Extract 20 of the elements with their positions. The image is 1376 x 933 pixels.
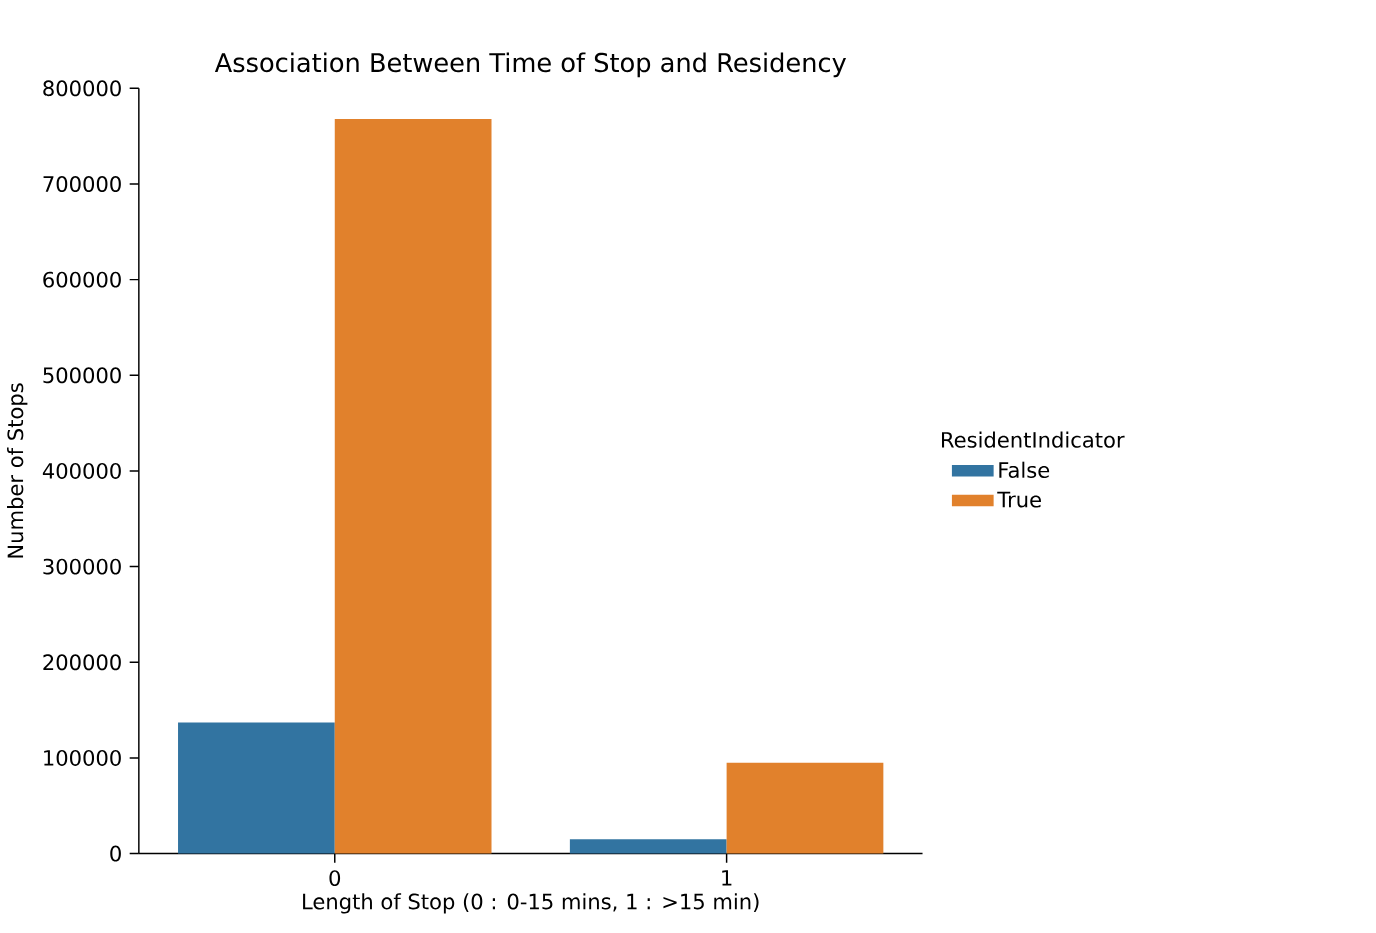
x-axis-title: Length of Stop (0 : 0-15 mins, 1 : >15 min) xyxy=(303,893,759,914)
legend-title: ResidentIndicator xyxy=(942,431,1125,448)
y-axis-title: Number of Stops xyxy=(7,383,28,558)
bar xyxy=(726,762,884,854)
y-tick-label: 100000 xyxy=(44,750,121,767)
legend-label: False xyxy=(999,461,1050,479)
y-tick-label: 500000 xyxy=(43,367,121,384)
y-tick-label: 0 xyxy=(110,845,121,862)
y-tick-label: 600000 xyxy=(43,271,121,288)
chart-title: Association Between Time of Stop and Residency xyxy=(214,52,847,78)
y-tick-label: 300000 xyxy=(43,558,121,575)
y-tick-label: 800000 xyxy=(43,80,121,97)
y-tick-label: 700000 xyxy=(43,176,121,193)
bar xyxy=(334,119,492,854)
y-tick-label: 400000 xyxy=(42,463,121,480)
bar xyxy=(569,839,727,854)
legend-label: True xyxy=(997,492,1041,508)
x-tick-label: 1 xyxy=(722,870,732,886)
y-tick-label: 200000 xyxy=(43,654,121,671)
bar xyxy=(178,722,335,854)
